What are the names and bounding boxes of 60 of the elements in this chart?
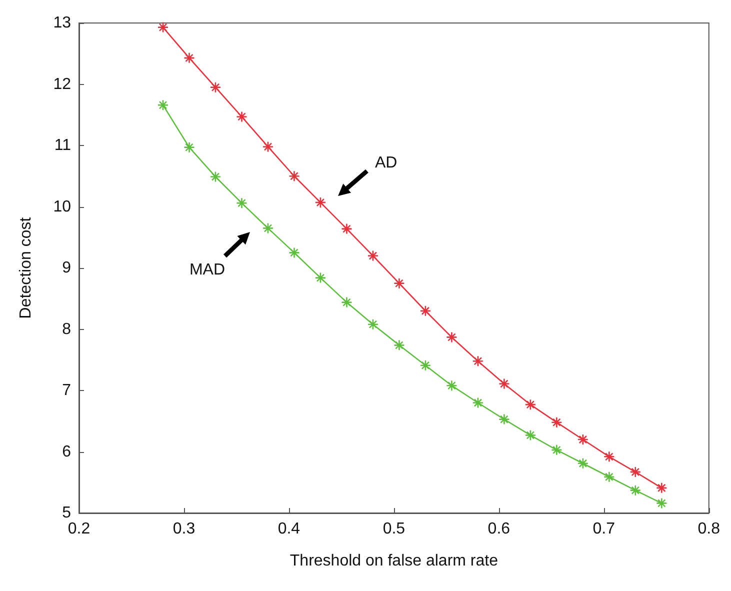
point	[630, 484, 642, 496]
point	[420, 360, 432, 372]
y-tick-label: 6	[62, 443, 72, 460]
x-tick-label: 0.5	[382, 520, 406, 538]
point	[262, 222, 274, 234]
annotation: AD	[375, 154, 398, 172]
point	[394, 278, 405, 289]
point	[630, 466, 642, 478]
x-tick-label: 0.3	[172, 520, 196, 538]
point	[367, 250, 379, 262]
point	[184, 52, 195, 64]
point	[604, 471, 615, 483]
point	[472, 397, 484, 408]
point	[314, 196, 326, 208]
point	[656, 482, 668, 494]
point	[524, 398, 536, 410]
point	[524, 430, 536, 441]
y-tick-label: 9	[62, 260, 72, 276]
point	[288, 170, 300, 182]
point	[420, 305, 432, 317]
point	[551, 416, 562, 428]
point	[157, 22, 169, 33]
point	[236, 197, 248, 209]
y-tick-label: 7	[62, 382, 72, 399]
point	[288, 247, 300, 258]
point	[656, 498, 668, 509]
y-axis-title: Detection cost	[18, 216, 34, 319]
point	[498, 414, 510, 425]
point	[551, 444, 562, 456]
annotation: MAD	[189, 262, 225, 278]
point	[577, 434, 589, 446]
point	[210, 82, 222, 93]
point	[341, 223, 352, 234]
point	[472, 355, 484, 367]
x-tick-label: 0.2	[68, 520, 90, 538]
point	[367, 318, 379, 330]
point	[184, 142, 195, 153]
x-tick-label: 0.6	[488, 520, 510, 538]
point	[157, 99, 169, 111]
point	[446, 332, 458, 343]
point	[498, 378, 510, 390]
y-tick-label: 11	[54, 137, 72, 154]
point	[604, 451, 615, 462]
point	[446, 380, 458, 392]
y-tick-label: 12	[53, 76, 72, 93]
y-tick-label: 8	[62, 320, 72, 338]
point	[394, 340, 405, 351]
point	[341, 296, 352, 308]
point	[577, 458, 589, 470]
x-tick-label: 0.4	[278, 520, 300, 538]
point	[210, 171, 222, 182]
x-axis-title: Threshold on false alarm rate	[290, 552, 498, 570]
x-tick-label: 0.8	[698, 520, 720, 538]
point	[314, 272, 326, 284]
x-tick-label: 0.7	[592, 520, 616, 538]
point	[236, 111, 248, 122]
y-tick-label: 13	[53, 14, 72, 32]
point	[262, 141, 274, 152]
y-tick-label: 5	[62, 504, 72, 522]
y-tick-label: 10	[53, 198, 72, 216]
